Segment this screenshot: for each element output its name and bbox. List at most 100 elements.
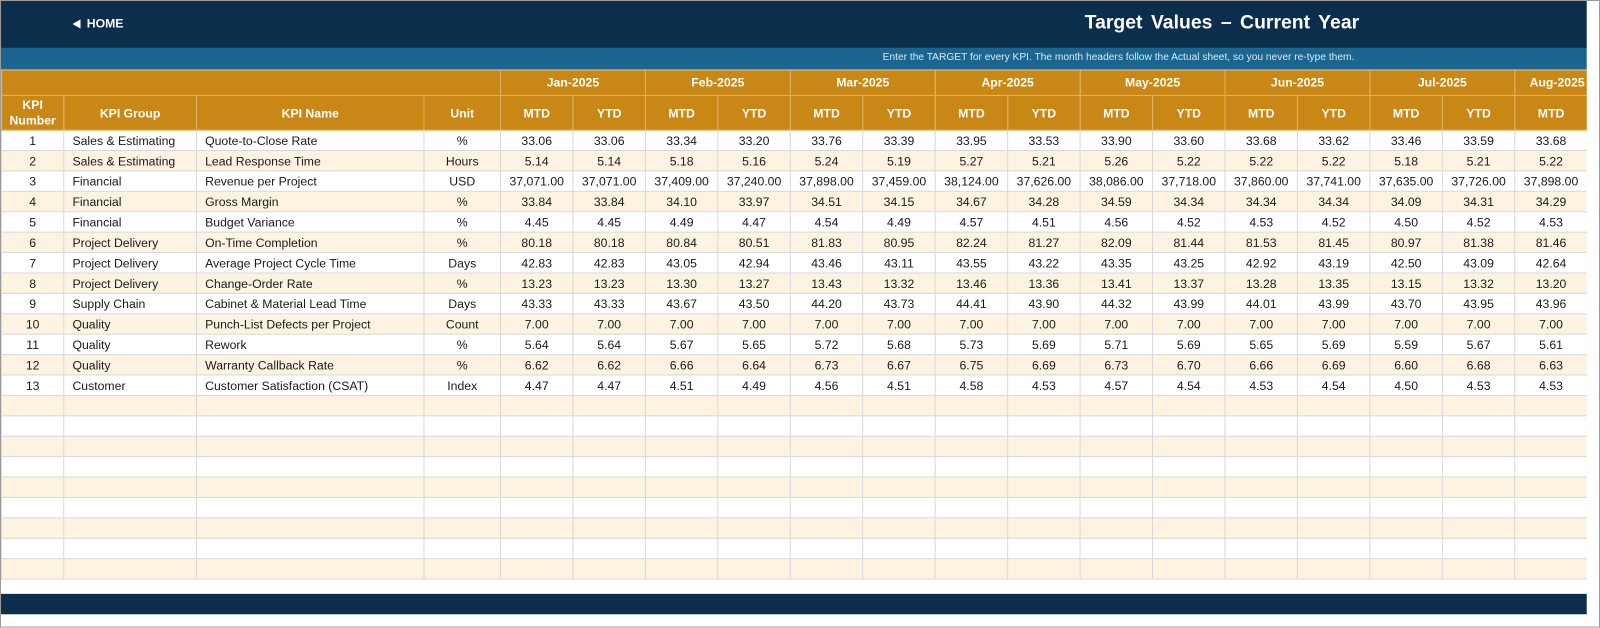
kpi-cell: USD — [423, 170, 502, 192]
empty-cell — [717, 517, 791, 539]
target-value: 4.50 — [1369, 374, 1443, 396]
empty-cell — [1224, 394, 1298, 417]
empty-cell — [1152, 496, 1226, 519]
empty-cell — [717, 558, 791, 580]
target-value: 4.54 — [1152, 374, 1226, 396]
empty-cell — [1007, 435, 1081, 458]
empty-cell — [934, 394, 1009, 417]
kpi-row: 13 Customer Customer Satisfaction (CSAT) In… — [1, 374, 1587, 396]
empty-row — [1, 415, 1587, 437]
target-value: 42.83 — [499, 252, 574, 274]
kpi-cell: Quality — [63, 354, 197, 376]
target-value: 5.68 — [862, 333, 936, 356]
empty-cell — [862, 435, 936, 458]
kpi-row: 9 Supply Chain Cabinet & Material Lead Tim… — [1, 292, 1587, 315]
target-value: 5.14 — [572, 149, 646, 172]
target-value: 34.34 — [1296, 190, 1371, 213]
empty-cell — [862, 456, 936, 478]
kpi-cell: % — [423, 354, 502, 376]
empty-cell — [1441, 435, 1516, 458]
kpi-cell: Punch-List Defects per Project — [195, 313, 425, 335]
empty-cell — [1007, 558, 1081, 580]
empty-cell — [934, 415, 1009, 437]
instruction: Enter the TARGET for every KPI. The mont… — [882, 52, 1355, 64]
home-label: HOME — [86, 16, 124, 31]
empty-cell — [1514, 415, 1587, 437]
kpi-cell: Count — [423, 313, 502, 335]
empty-cell — [789, 558, 864, 580]
target-value: 37,459.00 — [862, 170, 936, 192]
target-value: 81.53 — [1224, 231, 1298, 254]
kpi-cell: Lead Response Time — [195, 149, 425, 172]
target-value: 82.24 — [934, 231, 1009, 254]
empty-row — [1, 456, 1587, 478]
back-icon — [72, 18, 81, 29]
kpi-cell: 4 — [1, 190, 65, 213]
empty-cell — [789, 496, 864, 519]
target-value: 4.53 — [1514, 211, 1587, 233]
empty-cell — [862, 537, 936, 560]
target-value: 6.62 — [572, 354, 646, 376]
empty-cell — [1152, 456, 1226, 478]
target-value: 34.10 — [644, 190, 719, 213]
empty-cell — [195, 537, 425, 560]
target-value: 80.18 — [499, 231, 574, 254]
empty-cell — [1441, 558, 1516, 580]
target-value: 5.67 — [1441, 333, 1516, 356]
empty-cell — [1369, 415, 1443, 437]
target-value: 81.46 — [1514, 231, 1587, 254]
target-value: 34.29 — [1514, 190, 1587, 213]
empty-cell — [789, 456, 864, 478]
empty-cell — [195, 476, 425, 498]
target-value: 5.64 — [572, 333, 646, 356]
target-value: 4.49 — [862, 211, 936, 233]
home-button[interactable]: HOME — [72, 16, 124, 31]
target-value: 37,726.00 — [1441, 170, 1516, 192]
target-value: 13.46 — [934, 272, 1009, 294]
target-value: 6.69 — [1296, 354, 1371, 376]
target-value: 44.20 — [789, 292, 864, 315]
target-value: 5.22 — [1296, 149, 1371, 172]
target-value: 7.00 — [789, 313, 864, 335]
kpi-cell: 6 — [1, 231, 65, 254]
empty-cell — [423, 496, 502, 519]
target-value: 33.06 — [572, 129, 646, 152]
empty-cell — [644, 456, 719, 478]
period-header: YTD — [1296, 94, 1371, 131]
period-header: MTD — [1079, 94, 1154, 131]
target-value: 33.76 — [789, 129, 864, 152]
kpi-cell: 9 — [1, 292, 65, 315]
target-value: 43.33 — [572, 292, 646, 315]
empty-cell — [1079, 558, 1154, 580]
empty-cell — [1224, 517, 1298, 539]
target-value: 7.00 — [862, 313, 936, 335]
target-value: 5.26 — [1079, 149, 1154, 172]
empty-cell — [1441, 476, 1516, 498]
empty-cell — [1441, 537, 1516, 560]
target-value: 33.84 — [499, 190, 574, 213]
target-value: 43.55 — [934, 252, 1009, 274]
kpi-cell: Quality — [63, 313, 197, 335]
empty-cell — [1152, 476, 1226, 498]
target-value: 5.18 — [1369, 149, 1443, 172]
target-value: 81.38 — [1441, 231, 1516, 254]
target-value: 5.73 — [934, 333, 1009, 356]
kpi-cell: Customer — [63, 374, 197, 396]
target-value: 33.06 — [499, 129, 574, 152]
empty-cell — [1079, 537, 1154, 560]
target-value: 5.16 — [717, 149, 791, 172]
target-value: 33.20 — [717, 129, 791, 152]
target-value: 7.00 — [1007, 313, 1081, 335]
empty-row — [1, 558, 1587, 580]
empty-cell — [862, 476, 936, 498]
period-header: MTD — [934, 94, 1009, 131]
top-bar: HOME Target Values – Current Year — [1, 1, 1587, 48]
empty-row — [1, 517, 1587, 539]
empty-cell — [789, 394, 864, 417]
target-value: 33.95 — [934, 129, 1009, 152]
empty-cell — [423, 456, 502, 478]
target-value: 4.53 — [1224, 374, 1298, 396]
empty-cell — [1296, 456, 1371, 478]
kpi-cell: 2 — [1, 149, 65, 172]
target-value: 33.46 — [1369, 129, 1443, 152]
